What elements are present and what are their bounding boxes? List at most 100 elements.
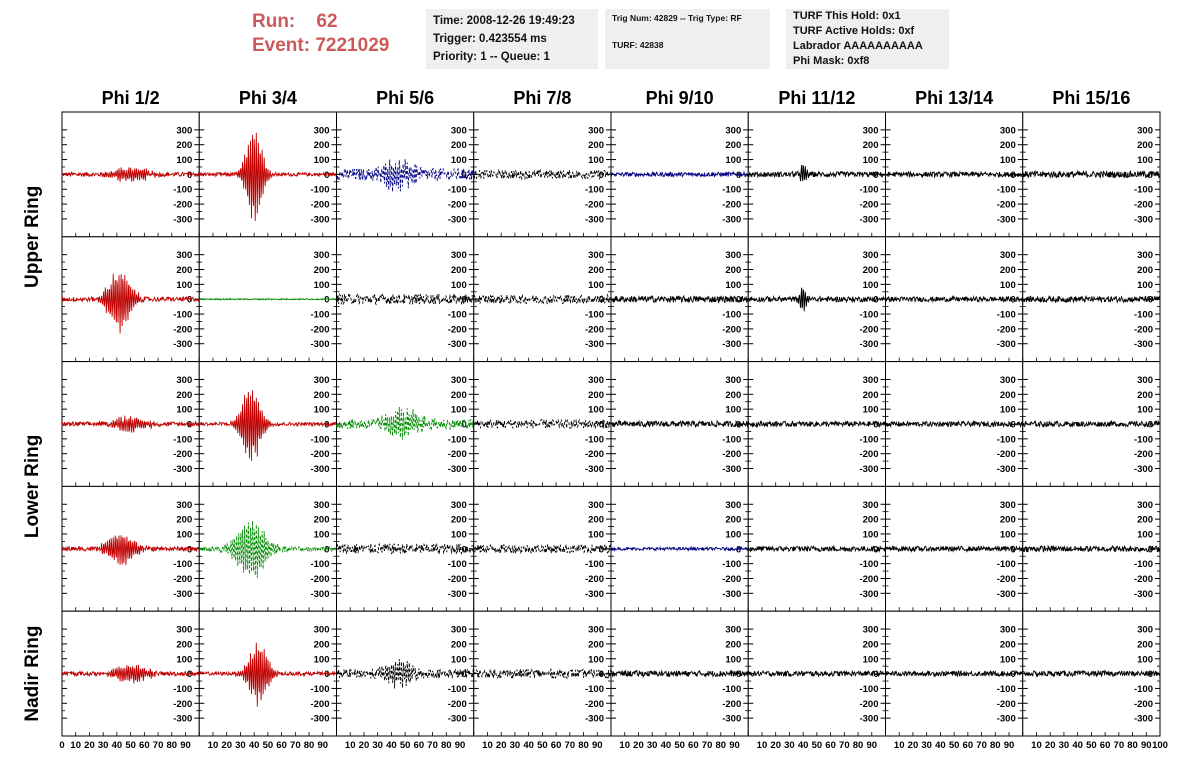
y-tick-label: -300 bbox=[448, 339, 467, 350]
x-tick-label: 80 bbox=[990, 740, 1001, 751]
y-tick-label: 100 bbox=[863, 654, 879, 665]
y-tick-label: 300 bbox=[725, 625, 741, 636]
y-tick-label: -200 bbox=[173, 574, 192, 585]
column-header: Phi 3/4 bbox=[239, 88, 297, 108]
y-tick-label: 0 bbox=[324, 544, 329, 555]
x-tick-label: 90 bbox=[592, 740, 603, 751]
waveform-trace bbox=[610, 170, 749, 178]
y-tick-label: -200 bbox=[448, 324, 467, 335]
y-tick-label: 300 bbox=[176, 125, 192, 136]
y-tick-label: 200 bbox=[314, 639, 330, 650]
y-tick-label: 100 bbox=[725, 654, 741, 665]
y-tick-label: 300 bbox=[176, 375, 192, 386]
y-tick-label: 200 bbox=[1137, 639, 1153, 650]
x-tick-label: 70 bbox=[153, 740, 164, 751]
y-tick-label: 100 bbox=[451, 405, 467, 416]
x-tick-label: 40 bbox=[1072, 740, 1083, 751]
x-tick-label: 20 bbox=[496, 740, 507, 751]
y-tick-label: -300 bbox=[173, 714, 192, 725]
waveform-trace bbox=[473, 168, 612, 181]
y-tick-label: 100 bbox=[1000, 155, 1016, 166]
y-tick-label: 300 bbox=[588, 375, 604, 386]
y-tick-label: -100 bbox=[859, 310, 878, 321]
y-tick-label: 0 bbox=[187, 544, 192, 555]
x-tick-label: 30 bbox=[98, 740, 109, 751]
y-tick-label: 300 bbox=[451, 500, 467, 511]
x-tick-label: 30 bbox=[921, 740, 932, 751]
waveform-trace bbox=[198, 642, 337, 707]
y-tick-label: 200 bbox=[725, 140, 741, 151]
x-tick-label: 10 bbox=[757, 740, 768, 751]
y-tick-label: 200 bbox=[863, 515, 879, 526]
y-tick-label: -100 bbox=[722, 310, 741, 321]
x-tick-label: 20 bbox=[84, 740, 95, 751]
y-tick-label: -200 bbox=[997, 574, 1016, 585]
x-tick-label: 60 bbox=[551, 740, 562, 751]
y-tick-label: 100 bbox=[176, 155, 192, 166]
y-tick-label: 100 bbox=[863, 280, 879, 291]
waveform-trace bbox=[473, 543, 612, 555]
x-tick-label: 70 bbox=[290, 740, 301, 751]
y-tick-label: -100 bbox=[1134, 559, 1153, 570]
y-tick-label: -300 bbox=[1134, 464, 1153, 475]
y-tick-label: 0 bbox=[187, 295, 192, 306]
y-tick-label: -300 bbox=[722, 714, 741, 725]
waveform-trace bbox=[747, 419, 886, 429]
y-tick-label: 100 bbox=[725, 405, 741, 416]
y-tick-label: 100 bbox=[588, 529, 604, 540]
x-tick-label: 60 bbox=[688, 740, 699, 751]
waveform-trace bbox=[61, 273, 200, 334]
waveform-trace bbox=[473, 293, 612, 306]
x-tick-label: 30 bbox=[1059, 740, 1070, 751]
y-tick-label: 100 bbox=[725, 280, 741, 291]
y-tick-label: 100 bbox=[451, 654, 467, 665]
waveform-trace bbox=[61, 664, 200, 684]
y-tick-label: 200 bbox=[176, 140, 192, 151]
y-tick-label: 300 bbox=[1000, 375, 1016, 386]
y-tick-label: -100 bbox=[722, 559, 741, 570]
y-tick-label: -200 bbox=[585, 449, 604, 460]
waveform-trace bbox=[336, 659, 475, 689]
x-tick-label: 70 bbox=[976, 740, 987, 751]
waveform-trace bbox=[473, 418, 612, 430]
column-header: Phi 1/2 bbox=[102, 88, 160, 108]
y-tick-label: 100 bbox=[1137, 155, 1153, 166]
y-tick-label: 200 bbox=[451, 515, 467, 526]
y-tick-label: 300 bbox=[588, 500, 604, 511]
y-tick-label: -300 bbox=[585, 589, 604, 600]
x-tick-label: 30 bbox=[784, 740, 795, 751]
y-tick-label: -200 bbox=[859, 200, 878, 211]
y-tick-label: 100 bbox=[314, 405, 330, 416]
y-tick-label: 0 bbox=[187, 170, 192, 181]
x-tick-label: 20 bbox=[221, 740, 232, 751]
y-tick-label: -200 bbox=[585, 699, 604, 710]
turf-text: TURF: 42838 bbox=[612, 40, 664, 50]
y-tick-label: 200 bbox=[1137, 265, 1153, 276]
y-tick-label: 300 bbox=[1000, 500, 1016, 511]
y-tick-label: -300 bbox=[997, 714, 1016, 725]
y-tick-label: -300 bbox=[310, 339, 329, 350]
y-tick-label: 300 bbox=[1000, 250, 1016, 261]
waveform-trace bbox=[610, 419, 749, 429]
y-tick-label: -300 bbox=[310, 714, 329, 725]
x-tick-label: 30 bbox=[647, 740, 658, 751]
y-tick-label: 0 bbox=[599, 544, 604, 555]
y-tick-label: 300 bbox=[451, 250, 467, 261]
y-tick-label: 200 bbox=[725, 265, 741, 276]
y-tick-label: -300 bbox=[722, 464, 741, 475]
y-tick-label: -100 bbox=[310, 434, 329, 445]
y-tick-label: 200 bbox=[1137, 140, 1153, 151]
x-tick-label: 60 bbox=[276, 740, 287, 751]
y-tick-label: -100 bbox=[722, 185, 741, 196]
trig-info-box: Trig Num: 42829 -- Trig Type: RF TURF: 4… bbox=[605, 9, 770, 69]
y-tick-label: 300 bbox=[725, 375, 741, 386]
x-tick-label: 60 bbox=[139, 740, 150, 751]
x-tick-label: 80 bbox=[1127, 740, 1138, 751]
y-tick-label: -100 bbox=[310, 684, 329, 695]
y-tick-label: -100 bbox=[173, 559, 192, 570]
waveform-trace bbox=[610, 545, 749, 553]
x-tick-label: 10 bbox=[345, 740, 356, 751]
labrador-text: Labrador AAAAAAAAAA bbox=[793, 40, 923, 52]
y-tick-label: 200 bbox=[314, 390, 330, 401]
y-tick-label: -300 bbox=[585, 214, 604, 225]
